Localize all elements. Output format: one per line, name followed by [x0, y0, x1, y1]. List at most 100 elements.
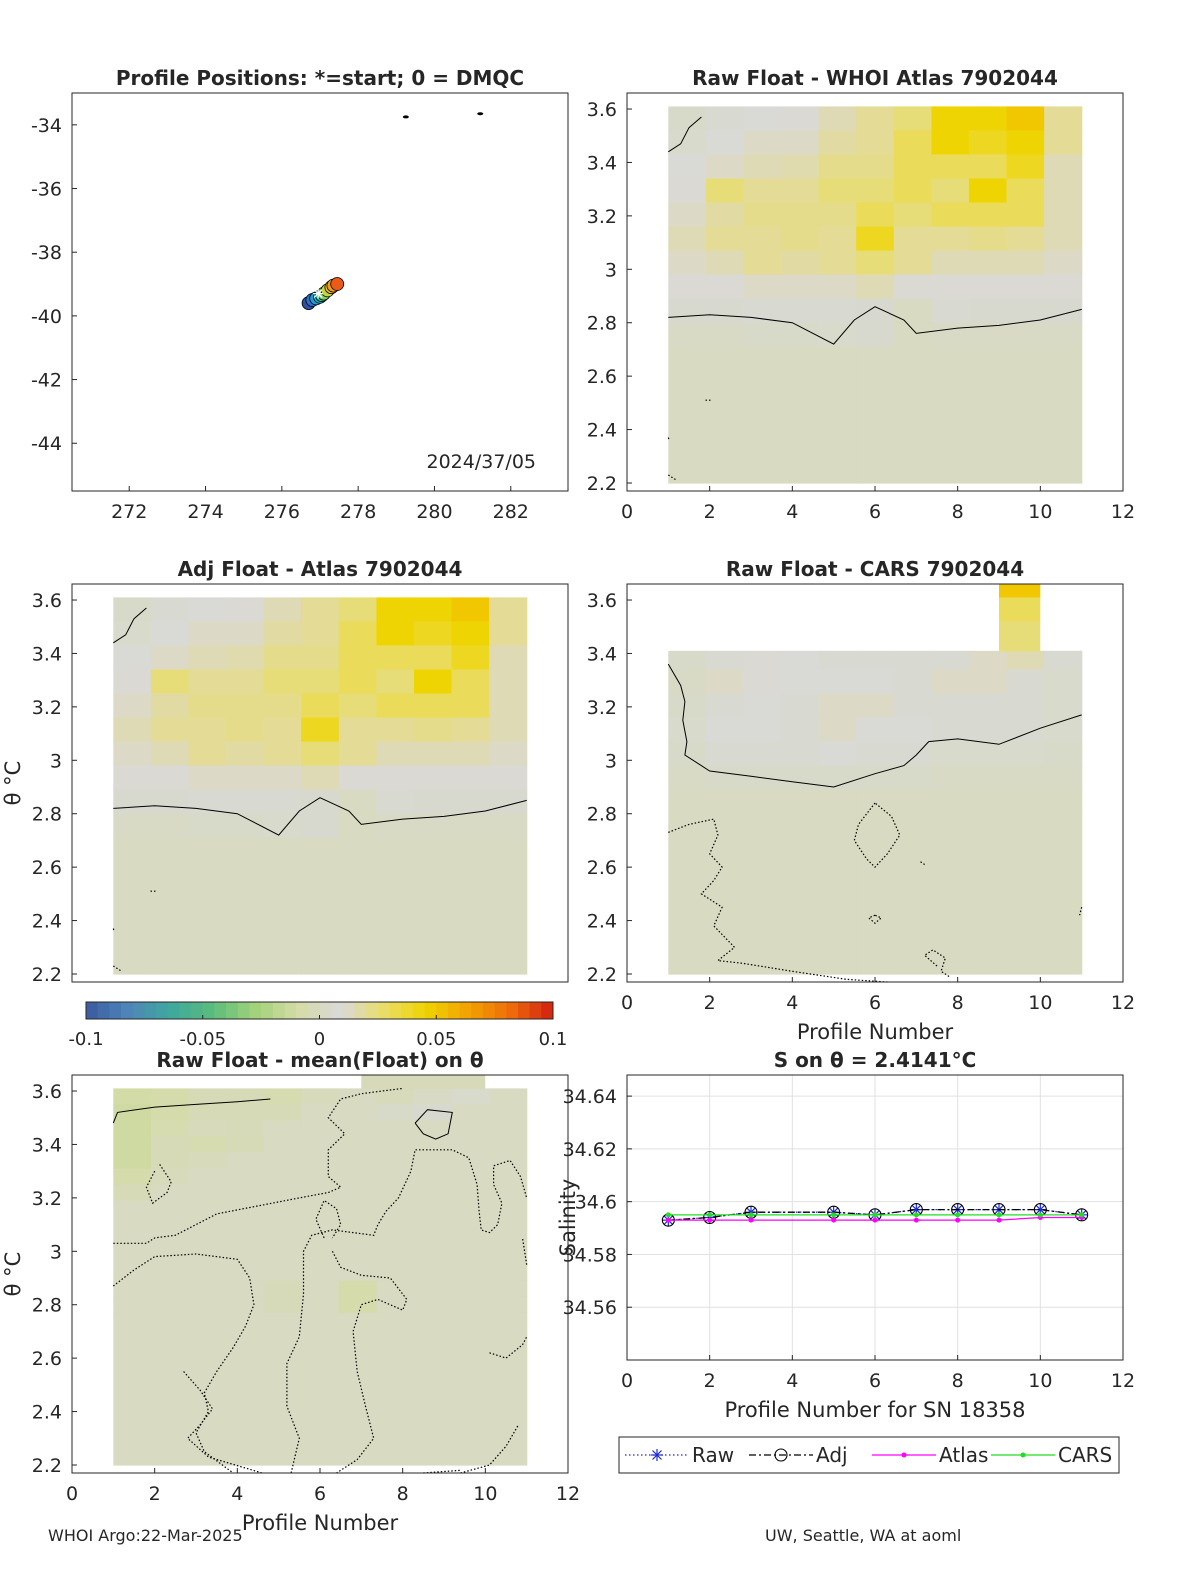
y-tick-label: 3.2: [32, 697, 62, 719]
heatmap-cells: [668, 106, 1083, 484]
heatmap-cell: [150, 837, 190, 975]
heatmap-cell: [931, 741, 970, 767]
heatmap-cell: [668, 322, 707, 348]
panel-2: 0 2 4 6 8 10 12 2.2 2.4 2.6 2.8 3 3.2 3.4 3.6 Raw Float…: [587, 66, 1135, 523]
heatmap-cell: [668, 250, 707, 276]
chart-title: Profile Positions: *=start; 0 = DMQC: [116, 66, 524, 90]
colorbar-segment: [144, 1002, 157, 1019]
heatmap-cell: [188, 1312, 227, 1466]
heatmap-cell: [413, 597, 453, 622]
heatmap-cell: [113, 789, 152, 815]
heatmap-cell: [489, 621, 528, 646]
y-tick-label: 3: [605, 259, 617, 281]
heatmap-cell: [263, 1088, 302, 1105]
heatmap-cell: [263, 789, 302, 815]
heatmap-cell: [451, 1168, 490, 1186]
heatmap-cell: [931, 693, 970, 719]
y-axis-label: θ °C: [1, 761, 25, 806]
heatmap-cell: [818, 765, 857, 791]
heatmap-cell: [968, 346, 1008, 484]
heatmap-cell: [931, 669, 970, 695]
heatmap-cell: [856, 346, 895, 484]
heatmap-cell: [856, 298, 895, 324]
x-tick-label: 282: [493, 501, 529, 523]
colorbar-segment: [354, 1002, 367, 1019]
y-tick-label: 3.2: [587, 697, 617, 719]
heatmap-cell: [413, 717, 453, 743]
y-axis-label: Salinity: [556, 1179, 580, 1257]
heatmap-cell: [338, 1120, 377, 1137]
heatmap-cell: [999, 584, 1041, 598]
heatmap-cell: [743, 298, 782, 324]
heatmap-cell: [301, 1088, 340, 1105]
heatmap-cell: [338, 1168, 377, 1186]
heatmap-cell: [818, 741, 857, 767]
data-point: [707, 1217, 713, 1223]
y-tick-label: 3: [605, 750, 617, 772]
heatmap-cell: [338, 741, 377, 767]
contour-line-dotted: [315, 1199, 342, 1239]
heatmap-cell: [743, 741, 782, 767]
y-tick-label: 34.62: [563, 1139, 617, 1161]
heatmap-cell: [263, 1200, 302, 1282]
heatmap-cell: [451, 1200, 490, 1282]
heatmap-cell: [226, 765, 265, 791]
heatmap-cell: [263, 1280, 302, 1298]
heatmap-cell: [781, 106, 820, 131]
y-tick-label: 3.4: [587, 152, 617, 174]
heatmap-cell: [968, 130, 1008, 155]
x-axis-label: Profile Number: [797, 1020, 954, 1044]
heatmap-cell: [226, 1296, 265, 1314]
heatmap-cell: [931, 765, 970, 791]
heatmap-cell: [968, 298, 1008, 324]
colorbar-segment: [132, 1002, 145, 1019]
contour-line-dotted: [489, 1336, 528, 1359]
series-line: [668, 1216, 1082, 1221]
heatmap-cell: [893, 650, 932, 671]
colorbar-segment: [459, 1002, 472, 1019]
heatmap-cell: [301, 1104, 340, 1121]
heatmap-cell: [301, 1296, 340, 1314]
heatmap-cell: [263, 621, 302, 646]
chart-title: Raw Float - CARS 7902044: [726, 557, 1024, 581]
heatmap-cell: [705, 741, 745, 767]
data-point: [748, 1212, 754, 1218]
heatmap-cell: [1044, 693, 1083, 719]
heatmap-cell: [705, 298, 745, 324]
heatmap-cell: [263, 717, 302, 743]
heatmap-cell: [113, 645, 152, 670]
heatmap-cell: [489, 669, 528, 695]
y-tick-label: 2.2: [32, 1455, 62, 1477]
heatmap-cell: [451, 1184, 490, 1202]
contour-line-dotted: [145, 1162, 172, 1205]
x-tick-label: 4: [786, 501, 798, 523]
heatmap-cell: [113, 1280, 152, 1298]
x-tick-label: 4: [786, 992, 798, 1014]
heatmap-cell: [113, 693, 152, 719]
colorbar-segment: [237, 1002, 250, 1019]
heatmap-cell: [188, 1168, 227, 1186]
heatmap-cell: [376, 1280, 415, 1298]
heatmap-cell: [1044, 106, 1083, 131]
heatmap-cell: [226, 1184, 265, 1202]
date-annotation: 2024/37/05: [426, 451, 536, 473]
colorbar-segment: [541, 1002, 554, 1019]
heatmap-cell: [338, 813, 377, 839]
heatmap-cell: [705, 154, 745, 179]
heatmap-cell: [413, 789, 453, 815]
heatmap-cell: [893, 741, 932, 767]
heatmap-cell: [338, 621, 377, 646]
axes-box: [71, 583, 569, 983]
heatmap-cell: [705, 650, 745, 671]
heatmap-cell: [188, 645, 227, 670]
heatmap-cell: [376, 1136, 415, 1153]
contour-line: [668, 116, 702, 153]
heatmap-cell: [999, 621, 1041, 652]
heatmap-cell: [668, 106, 707, 131]
heatmap-cell: [188, 741, 227, 767]
heatmap-cell: [301, 741, 340, 767]
heatmap-cell: [413, 741, 453, 767]
heatmap-cell: [451, 789, 490, 815]
data-point: [872, 1217, 878, 1223]
x-tick-label: 0: [621, 992, 633, 1014]
